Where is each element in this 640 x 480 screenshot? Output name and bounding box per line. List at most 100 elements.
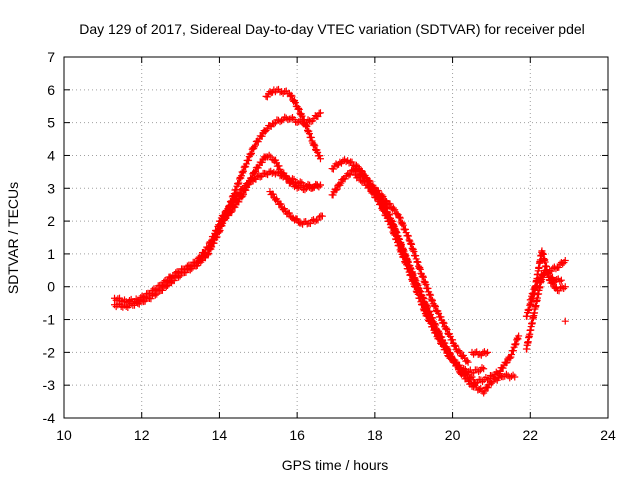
data-point [390,204,398,212]
data-point [245,180,253,188]
y-tick-label: 6 [47,82,55,98]
data-point [456,348,464,356]
data-point [463,374,471,382]
data-point [282,172,290,180]
data-point [231,196,239,204]
data-point [419,301,427,309]
data-point [437,313,445,321]
y-tick-label: 4 [47,147,55,163]
data-point [460,364,468,372]
data-point [401,259,409,267]
data-point [132,295,140,303]
data-point [216,217,224,225]
data-point [476,350,484,358]
data-point [263,125,271,133]
data-point [391,206,399,214]
x-axis-label: GPS time / hours [282,457,389,473]
data-point [164,277,172,285]
data-point [278,117,286,125]
data-point [431,303,439,311]
data-point [147,290,155,298]
data-point [210,233,218,241]
data-point [316,109,324,117]
data-point [275,162,283,170]
data-point [412,283,420,291]
data-point [561,317,569,325]
data-point [212,227,220,235]
data-point [274,169,282,177]
data-point [467,379,475,387]
data-point [388,223,396,231]
data-point [302,122,310,130]
data-point [282,114,290,122]
series-arc-m [526,267,565,304]
data-point [295,104,303,112]
data-point [561,256,569,264]
data-point [205,250,213,258]
data-point [386,217,394,225]
data-point [401,225,409,233]
y-tick-label: -3 [43,377,56,393]
data-point [508,351,516,359]
data-point [455,347,463,355]
data-point [240,185,248,193]
data-point [440,319,448,327]
data-point [117,297,125,305]
data-point [224,205,232,213]
data-point [460,371,468,379]
data-point [316,152,324,160]
data-point [511,341,519,349]
data-point [416,294,424,302]
data-point [502,370,510,378]
data-point [345,171,353,179]
data-point [507,372,515,380]
data-point [336,158,344,166]
data-point [419,305,427,313]
y-tick-label: -1 [43,312,56,328]
data-point [548,273,556,281]
data-point [414,290,422,298]
data-point [306,220,314,228]
data-point [431,301,439,309]
data-point [531,283,539,291]
data-point [379,192,387,200]
data-point [535,276,543,284]
data-point [208,236,216,244]
data-point [244,181,252,189]
data-point [158,281,166,289]
data-point [239,167,247,175]
x-tick-label: 24 [600,427,616,443]
y-tick-label: 3 [47,180,55,196]
data-point [418,300,426,308]
data-point [442,324,450,332]
data-point [429,323,437,331]
data-point [515,332,523,340]
y-tick-label: 7 [47,49,55,65]
data-point [290,97,298,105]
data-point [379,206,387,214]
data-point [263,93,271,101]
data-point [204,244,212,252]
data-point [391,231,399,239]
series-arc-j [468,348,492,359]
data-point [475,368,483,376]
data-point [122,298,130,306]
data-point [550,276,558,284]
data-point [406,271,414,279]
series-arc-h [351,171,488,377]
data-point [484,348,492,356]
data-point [285,209,293,217]
data-point [329,165,337,173]
data-point [348,158,356,166]
data-point [369,188,377,196]
data-point [355,166,363,174]
data-point [300,116,308,124]
data-point [270,120,278,128]
data-point [258,132,266,140]
data-point [435,309,443,317]
data-point [355,173,363,181]
data-point [271,170,279,178]
data-point [419,273,427,281]
